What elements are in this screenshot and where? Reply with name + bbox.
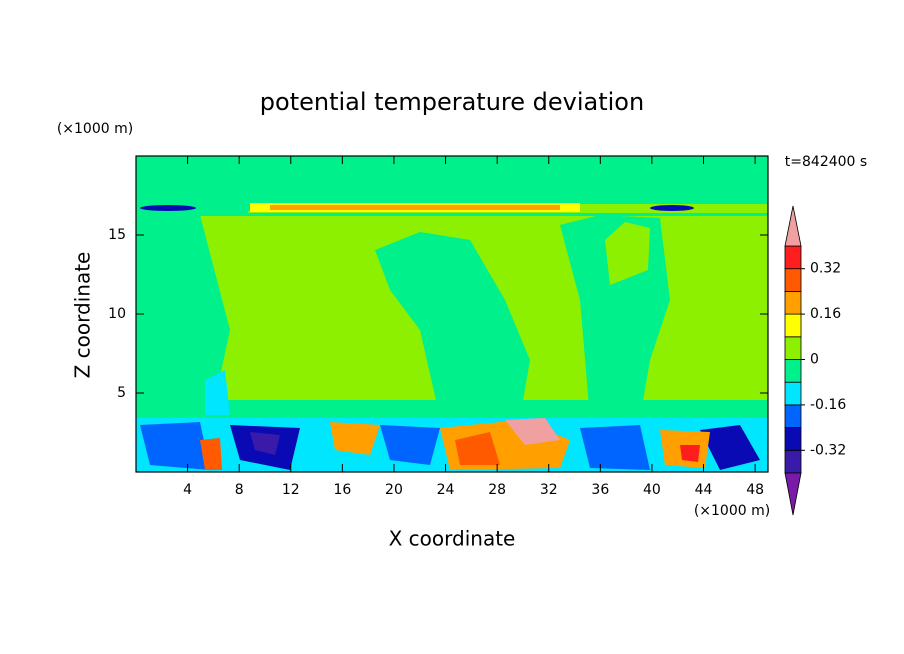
x-tick-label: 4 bbox=[183, 482, 192, 498]
contour-field bbox=[136, 156, 768, 472]
colorbar-triangle bbox=[784, 205, 802, 247]
y-unit: (×1000 m) bbox=[57, 121, 133, 137]
colorbar-box bbox=[784, 313, 802, 338]
colorbar-box bbox=[784, 245, 802, 270]
x-tick-label: 40 bbox=[643, 482, 661, 498]
colorbar-box bbox=[784, 359, 802, 383]
x-tick-label: 20 bbox=[385, 482, 403, 498]
y-tick-label: 10 bbox=[108, 306, 126, 322]
colorbar-tick-label: -0.16 bbox=[810, 397, 846, 413]
contour-region bbox=[205, 370, 230, 415]
contour-region bbox=[140, 422, 210, 470]
contour-region bbox=[650, 205, 694, 211]
contour-region bbox=[270, 205, 560, 210]
y-axis-label: Z coordinate bbox=[71, 252, 95, 379]
contour-region bbox=[580, 425, 650, 470]
contour-region bbox=[200, 438, 222, 470]
contour-region bbox=[136, 215, 230, 418]
contour-region bbox=[140, 205, 196, 211]
x-axis-label: X coordinate bbox=[389, 527, 516, 551]
colorbar-box bbox=[784, 336, 802, 360]
contour-region bbox=[136, 400, 768, 418]
colorbar-tick-label: 0.16 bbox=[810, 306, 841, 322]
contour-region bbox=[380, 425, 440, 465]
colorbar-box bbox=[784, 381, 802, 406]
x-tick-label: 36 bbox=[591, 482, 609, 498]
contour-region bbox=[250, 432, 280, 455]
x-tick-label: 12 bbox=[282, 482, 300, 498]
colorbar-tick-label: 0 bbox=[810, 352, 819, 368]
colorbar-box bbox=[784, 290, 802, 315]
contour-region bbox=[330, 422, 380, 455]
y-tick-label: 5 bbox=[117, 385, 126, 401]
x-unit: (×1000 m) bbox=[694, 503, 770, 519]
x-tick-label: 48 bbox=[746, 482, 764, 498]
contour-region bbox=[680, 445, 700, 462]
colorbar-box bbox=[784, 268, 802, 292]
contour-region bbox=[455, 432, 500, 465]
contour-region bbox=[136, 213, 768, 216]
time-label: t=842400 s bbox=[785, 154, 867, 170]
contour-region bbox=[375, 232, 530, 418]
x-tick-label: 8 bbox=[235, 482, 244, 498]
x-tick-label: 16 bbox=[333, 482, 351, 498]
x-tick-label: 32 bbox=[540, 482, 558, 498]
colorbar-triangle bbox=[784, 472, 802, 516]
contour-region bbox=[700, 425, 760, 470]
colorbar-tick-label: 0.32 bbox=[810, 261, 841, 277]
y-tick-label: 15 bbox=[108, 227, 126, 243]
colorbar-box bbox=[784, 449, 802, 474]
colorbar-tick-label: -0.32 bbox=[810, 442, 846, 458]
x-tick-label: 24 bbox=[437, 482, 455, 498]
x-tick-label: 28 bbox=[488, 482, 506, 498]
chart-title: potential temperature deviation bbox=[260, 88, 644, 116]
contour-region bbox=[136, 156, 260, 215]
colorbar-box bbox=[784, 404, 802, 428]
contour-region bbox=[480, 156, 560, 200]
x-tick-label: 44 bbox=[695, 482, 713, 498]
contour-region bbox=[605, 222, 650, 285]
colorbar-box bbox=[784, 427, 802, 451]
contour-region bbox=[505, 418, 560, 445]
